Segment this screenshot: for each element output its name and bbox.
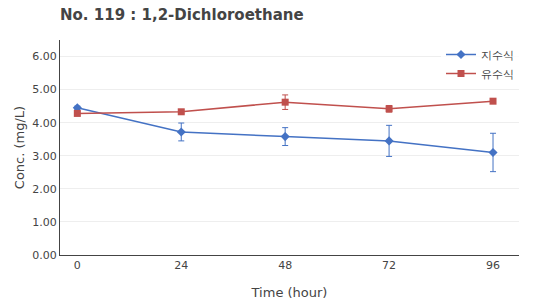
svg-text:Time (hour): Time (hour) — [251, 285, 328, 300]
svg-text:96: 96 — [486, 259, 500, 272]
svg-text:48: 48 — [278, 259, 292, 272]
svg-text:0.00: 0.00 — [32, 249, 57, 262]
svg-text:5.00: 5.00 — [32, 83, 57, 96]
svg-text:2.00: 2.00 — [32, 183, 57, 196]
svg-text:지수식: 지수식 — [481, 49, 514, 62]
svg-text:1.00: 1.00 — [32, 216, 57, 229]
svg-text:4.00: 4.00 — [32, 117, 57, 130]
svg-text:No. 119 : 1,2-Dichloroethane: No. 119 : 1,2-Dichloroethane — [60, 6, 304, 24]
svg-text:0: 0 — [74, 259, 81, 272]
svg-text:24: 24 — [174, 259, 188, 272]
svg-text:6.00: 6.00 — [32, 50, 57, 63]
svg-text:유수식: 유수식 — [481, 68, 514, 81]
svg-text:3.00: 3.00 — [32, 150, 57, 163]
svg-text:Conc. (mg/L): Conc. (mg/L) — [12, 106, 27, 189]
svg-text:72: 72 — [382, 259, 396, 272]
